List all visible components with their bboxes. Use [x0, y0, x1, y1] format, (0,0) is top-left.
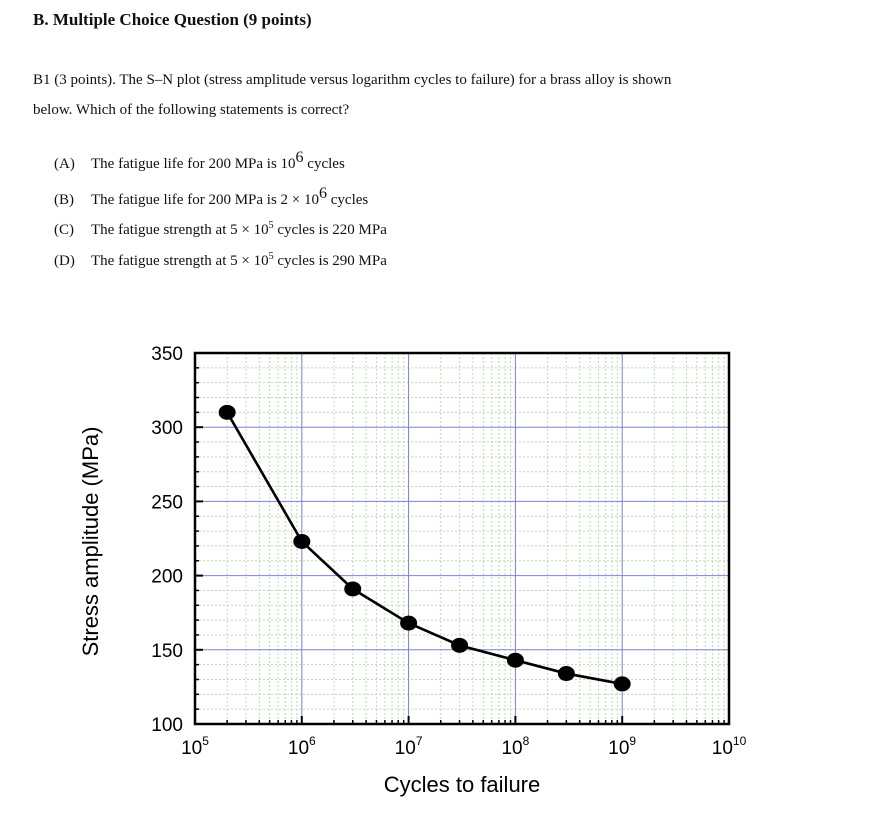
series-layer	[218, 404, 631, 692]
y-tick-label: 250	[151, 492, 183, 513]
option-text-tail: cycles	[303, 156, 345, 172]
data-point	[557, 666, 575, 682]
option-letter: (D)	[54, 253, 75, 269]
grid-layer	[195, 353, 729, 724]
option-b[interactable]: (B) The fatigue life for 200 MPa is 2 × 1…	[54, 186, 369, 209]
option-text-tail: cycles	[327, 192, 369, 208]
data-point	[506, 652, 524, 668]
question-prompt-line-2: below. Which of the following statements…	[33, 102, 350, 118]
x-tick-exponent: 9	[629, 734, 636, 748]
option-letter: (B)	[54, 192, 74, 208]
y-tick-label: 200	[151, 567, 183, 588]
option-exponent: 6	[295, 149, 304, 166]
x-tick-exponent: 10	[733, 734, 747, 748]
y-tick-label: 150	[151, 641, 183, 662]
option-text-tail: cycles is 290 MPa	[273, 253, 387, 269]
option-letter: (A)	[54, 156, 75, 172]
option-d[interactable]: (D) The fatigue strength at 5 × 105 cycle…	[54, 251, 387, 270]
x-tick-base: 10	[288, 738, 309, 759]
option-letter: (C)	[54, 222, 74, 238]
x-axis-title: Cycles to failure	[384, 772, 541, 797]
y-tick-label: 350	[151, 344, 183, 365]
plot-frame	[193, 351, 731, 726]
data-point	[613, 676, 631, 692]
x-tick-base: 10	[181, 738, 202, 759]
option-exponent: 5	[268, 251, 274, 262]
x-tick-exponent: 5	[202, 734, 209, 748]
tick-layer	[194, 352, 730, 725]
y-tick-label: 300	[151, 418, 183, 439]
series-line	[226, 411, 623, 686]
x-tick-label: 107	[395, 734, 423, 759]
option-text: The fatigue life for 200 MPa is 2 × 10	[91, 192, 319, 208]
x-tick-exponent: 6	[309, 734, 316, 748]
option-text-tail: cycles is 220 MPa	[273, 222, 387, 238]
x-tick-label: 106	[288, 734, 316, 759]
x-tick-base: 10	[608, 738, 629, 759]
data-point	[293, 533, 311, 549]
x-tick-base: 10	[712, 738, 733, 759]
data-point	[218, 404, 236, 420]
x-tick-base: 10	[501, 738, 522, 759]
option-exponent: 6	[319, 185, 327, 202]
x-tick-label: 109	[608, 734, 636, 759]
x-tick-label: 105	[181, 734, 209, 759]
x-tick-exponent: 8	[523, 734, 530, 748]
section-heading: B. Multiple Choice Question (9 points)	[33, 10, 312, 29]
option-text: The fatigue strength at 5 × 10	[91, 222, 269, 238]
data-point	[451, 637, 469, 653]
x-tick-label: 108	[501, 734, 529, 759]
option-a[interactable]: (A) The fatigue life for 200 MPa is 106 c…	[54, 150, 345, 173]
data-point	[400, 615, 418, 631]
option-c[interactable]: (C) The fatigue strength at 5 × 105 cycle…	[54, 220, 387, 239]
option-text: The fatigue strength at 5 × 10	[91, 253, 269, 269]
y-axis-title: Stress amplitude (MPa)	[78, 427, 103, 657]
option-text: The fatigue life for 200 MPa is 10	[91, 156, 296, 172]
y-tick-label: 100	[151, 715, 183, 736]
option-exponent: 5	[268, 220, 274, 231]
question-prompt-line-1: B1 (3 points). The S–N plot (stress ampl…	[33, 72, 672, 88]
x-tick-base: 10	[395, 738, 416, 759]
x-tick-exponent: 7	[416, 734, 423, 748]
x-tick-label: 1010	[712, 734, 747, 759]
data-point	[344, 581, 362, 597]
